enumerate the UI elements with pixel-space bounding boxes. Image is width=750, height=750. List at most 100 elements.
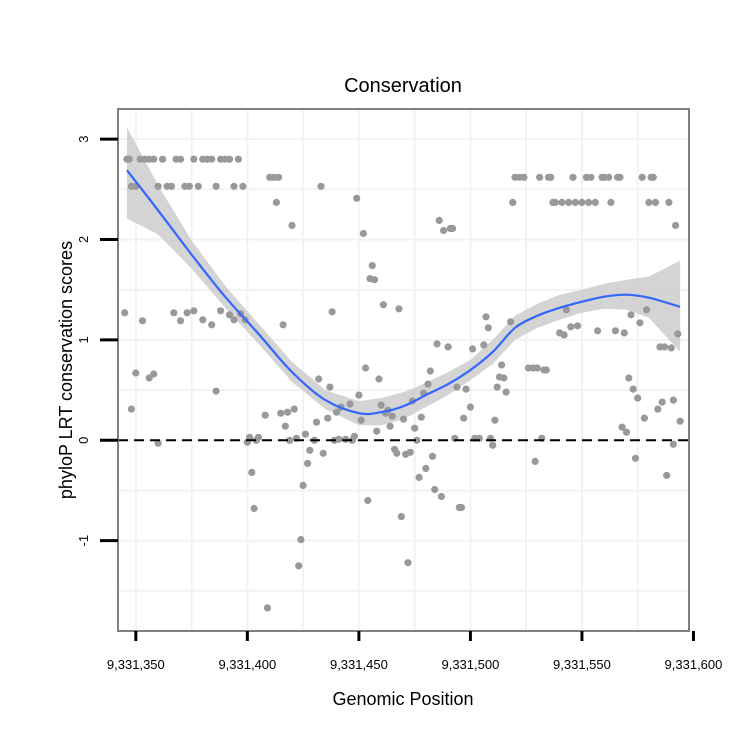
data-point bbox=[571, 198, 579, 206]
data-point bbox=[395, 305, 403, 313]
data-point bbox=[620, 329, 628, 337]
data-point bbox=[542, 366, 550, 374]
data-point bbox=[263, 604, 271, 612]
data-point bbox=[469, 345, 477, 353]
data-point bbox=[159, 155, 167, 163]
data-point bbox=[190, 155, 198, 163]
data-point bbox=[176, 317, 185, 325]
data-point bbox=[239, 182, 247, 190]
data-point bbox=[627, 311, 635, 319]
data-point bbox=[132, 369, 140, 377]
data-point bbox=[297, 536, 305, 544]
data-point bbox=[560, 331, 568, 339]
data-point bbox=[415, 473, 423, 481]
data-point bbox=[457, 503, 466, 512]
data-point bbox=[379, 301, 387, 309]
data-point bbox=[437, 492, 445, 501]
data-point bbox=[312, 418, 321, 426]
data-point bbox=[629, 385, 637, 393]
data-point bbox=[212, 182, 220, 190]
data-point bbox=[404, 559, 412, 567]
x-tick-label: 9,331,450 bbox=[330, 657, 388, 672]
data-point bbox=[299, 481, 307, 489]
data-point bbox=[658, 398, 666, 406]
data-point bbox=[498, 361, 506, 369]
data-point bbox=[335, 435, 343, 443]
data-point bbox=[587, 173, 595, 181]
data-point bbox=[493, 383, 501, 391]
data-point bbox=[667, 344, 675, 352]
data-point bbox=[565, 198, 573, 206]
data-point bbox=[618, 423, 626, 431]
data-point bbox=[547, 173, 555, 181]
data-point bbox=[449, 224, 457, 233]
data-point bbox=[638, 173, 646, 181]
data-point bbox=[411, 424, 419, 432]
data-point bbox=[466, 403, 474, 411]
data-point bbox=[640, 414, 649, 422]
data-point bbox=[275, 173, 283, 181]
data-point bbox=[636, 319, 644, 327]
data-point bbox=[150, 155, 158, 163]
data-point bbox=[150, 370, 158, 378]
x-tick-label: 9,331,500 bbox=[441, 657, 499, 672]
data-point bbox=[431, 485, 439, 494]
data-point bbox=[326, 383, 334, 391]
data-point bbox=[279, 321, 287, 329]
data-point bbox=[649, 173, 657, 181]
data-point bbox=[569, 173, 577, 181]
data-point bbox=[444, 343, 452, 351]
data-point bbox=[194, 182, 202, 190]
data-point bbox=[622, 428, 631, 436]
data-point bbox=[509, 198, 517, 206]
chart-title: Conservation bbox=[344, 75, 462, 97]
data-point bbox=[377, 401, 385, 409]
data-point bbox=[185, 182, 193, 190]
data-point bbox=[605, 173, 613, 181]
data-point bbox=[388, 412, 396, 420]
data-point bbox=[281, 422, 289, 430]
data-point bbox=[489, 441, 497, 449]
y-axis-label: phyloP LRT conservation scores bbox=[56, 241, 76, 499]
data-point bbox=[373, 427, 381, 435]
panel-border bbox=[117, 108, 690, 632]
data-point bbox=[631, 454, 640, 462]
data-point bbox=[435, 216, 443, 224]
data-point bbox=[183, 309, 191, 317]
data-point bbox=[413, 436, 421, 444]
data-point bbox=[277, 409, 285, 417]
data-point bbox=[317, 182, 325, 190]
data-point bbox=[567, 323, 575, 331]
data-point bbox=[248, 468, 256, 476]
y-tick-label: 1 bbox=[76, 336, 91, 343]
data-point bbox=[406, 448, 414, 456]
data-point bbox=[440, 226, 448, 235]
data-point bbox=[422, 464, 430, 472]
grid bbox=[118, 109, 689, 631]
data-point bbox=[591, 198, 599, 206]
data-point bbox=[663, 471, 671, 479]
data-point bbox=[306, 446, 314, 454]
data-point bbox=[607, 198, 615, 206]
data-point bbox=[375, 375, 383, 383]
points-layer bbox=[121, 155, 684, 612]
smooth-line bbox=[126, 169, 681, 416]
data-point bbox=[654, 405, 662, 413]
data-point bbox=[368, 262, 376, 270]
data-point bbox=[286, 436, 294, 444]
data-point bbox=[482, 313, 490, 321]
data-point bbox=[500, 374, 508, 382]
data-point bbox=[246, 433, 254, 441]
data-point bbox=[315, 375, 323, 383]
data-point bbox=[531, 457, 539, 465]
data-point bbox=[480, 341, 488, 349]
y-tick-label: 3 bbox=[76, 135, 91, 142]
data-point bbox=[651, 198, 660, 206]
data-point bbox=[645, 198, 653, 206]
data-point bbox=[462, 385, 470, 393]
data-point bbox=[433, 340, 441, 348]
data-point bbox=[333, 408, 341, 416]
data-point bbox=[393, 449, 401, 457]
data-point bbox=[290, 405, 298, 413]
data-point bbox=[295, 562, 303, 570]
